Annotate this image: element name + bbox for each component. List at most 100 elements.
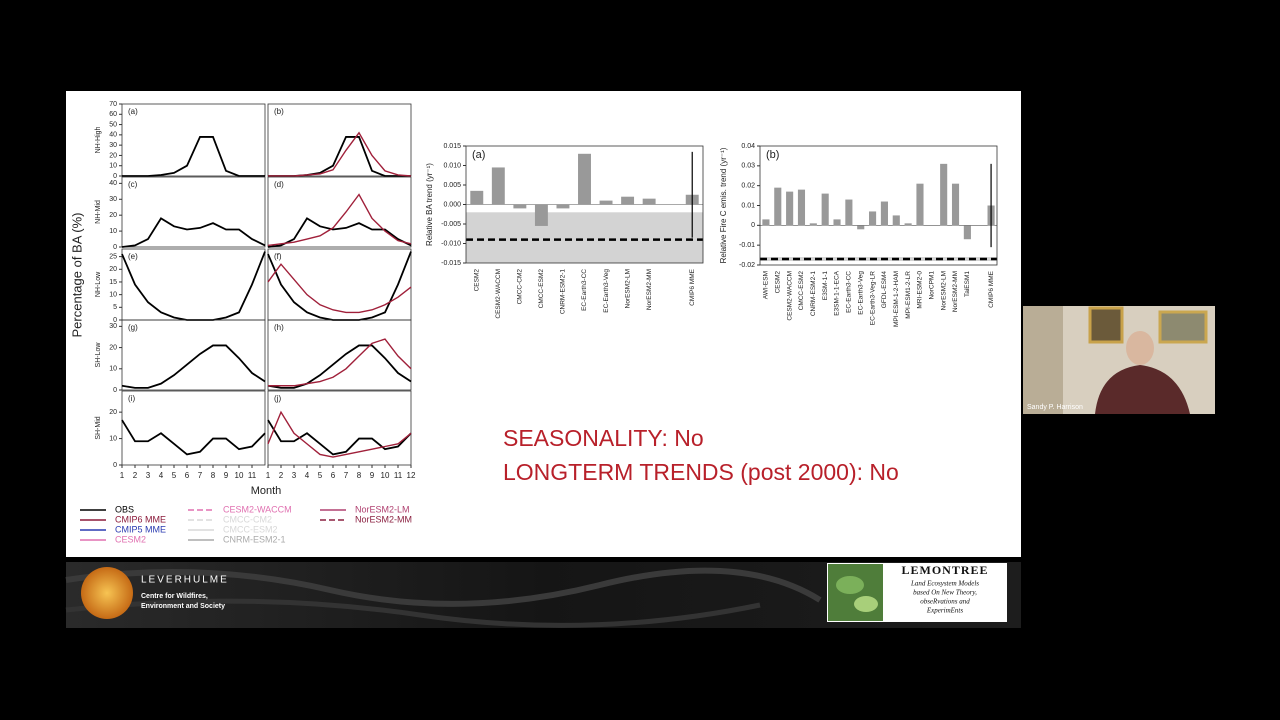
y-tick-label: 0	[113, 387, 117, 394]
series-line	[121, 217, 266, 248]
x-tick-label: E3SM-1-1	[822, 271, 829, 301]
y-tick-label: 0.015	[443, 143, 461, 150]
legend-label: CMIP6 MME	[115, 514, 166, 524]
y-tick-label: 0	[113, 317, 117, 324]
x-tick-label: NorESM2-LM	[940, 271, 947, 310]
bar	[833, 219, 841, 226]
painting	[1088, 306, 1124, 344]
x-tick-label: CMCC-ESM2	[538, 269, 545, 309]
conclusion: SEASONALITY: No	[503, 425, 704, 451]
panel-letter: (e)	[128, 252, 138, 261]
x-tick-label: 7	[198, 471, 203, 480]
panel-frame	[267, 176, 412, 248]
x-tick-label: 4	[305, 471, 310, 480]
x-tick-label: TaiESM1	[964, 271, 971, 297]
row-label: NH-Mid	[95, 200, 102, 224]
panel-frame	[121, 319, 266, 391]
participant-name: Sandy P. Harrison	[1027, 404, 1083, 411]
banner-pattern	[65, 567, 822, 607]
x-tick-label: 1	[120, 471, 125, 480]
centre-line: Environment and Society	[141, 603, 225, 610]
legend-label: CMCC-CM2	[223, 514, 272, 524]
x-tick-label: CMIP6 MME	[988, 270, 995, 308]
y-tick-label: 10	[109, 291, 117, 298]
x-tick-label: 7	[344, 471, 349, 480]
leaf	[836, 576, 864, 594]
row-label: SH-Low	[95, 342, 102, 368]
legend-label: NorESM2-MM	[355, 514, 412, 524]
x-tick-label: CMCC-CM2	[517, 269, 524, 305]
legend-label: CESM2-WACCM	[223, 504, 292, 514]
y-tick-label: -0.02	[739, 262, 755, 269]
panel-frame	[267, 390, 412, 466]
x-tick-label: CESM2	[473, 269, 480, 292]
panel-letter: (d)	[274, 180, 284, 189]
x-tick-label: 8	[211, 471, 216, 480]
panel-letter: (a)	[128, 107, 138, 116]
obs-range	[466, 212, 703, 263]
x-tick-label: 2	[279, 471, 284, 480]
y-tick-label: 10	[109, 228, 117, 235]
x-tick-label: AWI-ESM	[763, 271, 770, 299]
x-tick-label: 1	[266, 471, 271, 480]
lemontree-name: LEMONTREE	[901, 563, 988, 577]
leverhulme-logo	[81, 567, 133, 619]
x-tick-label: EC-Earth3-Veg	[603, 269, 610, 313]
slide	[66, 91, 1021, 557]
legend-label: CMIP5 MME	[115, 524, 166, 534]
series-line	[121, 419, 266, 456]
y-tick-label: 0.010	[443, 162, 461, 169]
x-tick-label: CMIP6 MME	[689, 268, 696, 306]
bar	[599, 200, 613, 205]
person-head	[1126, 331, 1154, 365]
panel-letter: (f)	[274, 252, 282, 261]
x-tick-label: EC-Earth3-Veg-LR	[869, 271, 876, 325]
y-tick-label: 5	[113, 304, 117, 311]
y-tick-label: 10	[109, 163, 117, 170]
leaf	[854, 596, 878, 612]
x-tick-label: CESM2-WACCM	[786, 271, 793, 321]
series-line	[268, 338, 412, 387]
bar	[797, 189, 806, 226]
legend-label: CMCC-ESM2	[223, 524, 278, 534]
x-tick-label: 6	[185, 471, 190, 480]
y-tick-label: 30	[109, 142, 117, 149]
door	[1023, 306, 1063, 414]
series-line	[267, 410, 412, 458]
panel-letter: (b)	[766, 149, 779, 161]
y-tick-label: 10	[109, 366, 117, 373]
y-tick-label: 0.02	[741, 183, 755, 190]
y-tick-label: 20	[109, 409, 117, 416]
x-tick-label: MPI-ESM1-2-LR	[905, 271, 912, 319]
panel-letter: (i)	[128, 394, 135, 403]
video-tile[interactable]: Sandy P. Harrison	[1023, 306, 1215, 414]
bar	[621, 196, 635, 205]
x-tick-label: 5	[172, 471, 177, 480]
legend-label: OBS	[115, 504, 134, 514]
bar	[786, 191, 794, 226]
x-tick-label: 10	[381, 471, 390, 480]
x-tick-label: EC-Earth3-Veg	[857, 271, 864, 315]
x-tick-label: 9	[370, 471, 375, 480]
y-tick-label: 0.03	[741, 163, 755, 170]
bar	[642, 198, 656, 205]
y-tick-label: -0.005	[441, 221, 461, 228]
y-tick-label: 0	[751, 222, 755, 229]
bar	[774, 187, 782, 226]
painting	[1158, 310, 1208, 344]
series-line	[267, 263, 412, 314]
row-label: NH-Low	[95, 271, 102, 297]
banner-pattern	[65, 598, 761, 628]
bar	[940, 163, 948, 226]
panel-letter: (g)	[128, 323, 138, 332]
y-tick-label: 25	[109, 253, 117, 260]
panel-frame	[121, 176, 266, 248]
leverhulme-name: LEVERHULME	[141, 575, 229, 586]
conclusion: LONGTERM TRENDS (post 2000): No	[503, 459, 899, 485]
x-tick-label: CNRM-ESM2-1	[810, 271, 817, 317]
y-tick-label: -0.01	[739, 242, 755, 249]
bar	[857, 225, 865, 230]
y-tick-label: 30	[109, 323, 117, 330]
x-tick-label: EC-Earth3-CC	[581, 269, 588, 311]
